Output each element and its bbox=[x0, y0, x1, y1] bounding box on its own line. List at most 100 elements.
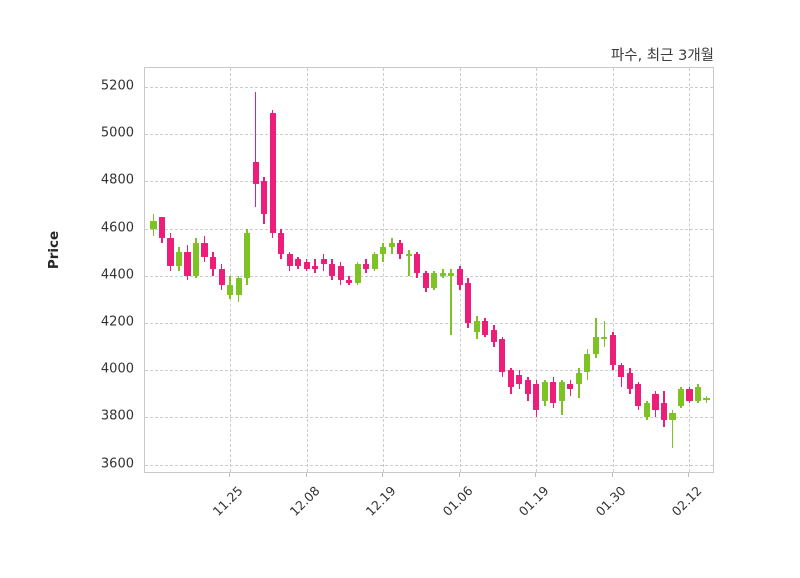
candle-body bbox=[499, 339, 506, 373]
candle-body bbox=[218, 268, 225, 286]
y-tick-label: 3600 bbox=[100, 456, 134, 472]
candle-body bbox=[201, 242, 208, 257]
chart-title: 파수, 최근 3개월 bbox=[610, 48, 714, 64]
candle-body bbox=[669, 412, 676, 420]
candle-body bbox=[601, 337, 608, 340]
y-axis-label: Price bbox=[46, 230, 62, 270]
candle-body bbox=[405, 254, 412, 256]
candle-body bbox=[686, 389, 693, 401]
candle-body bbox=[694, 386, 702, 401]
x-tick-mark bbox=[305, 473, 307, 477]
candle-body bbox=[312, 266, 319, 269]
y-tick-label: 3800 bbox=[100, 408, 134, 424]
candle-body bbox=[490, 330, 497, 342]
candle-body bbox=[550, 381, 557, 404]
candle-body bbox=[337, 266, 344, 281]
x-tick-mark bbox=[458, 473, 460, 477]
candle-wick bbox=[407, 249, 410, 276]
candle-body bbox=[227, 285, 234, 295]
candle-body bbox=[431, 273, 438, 288]
candle-body bbox=[524, 379, 531, 394]
candle-body bbox=[167, 237, 174, 267]
candle-body bbox=[150, 221, 157, 229]
candle-body bbox=[303, 261, 310, 269]
candle-body bbox=[584, 353, 591, 373]
gridline-vertical bbox=[383, 68, 385, 472]
candle-body bbox=[320, 259, 327, 264]
candle-body bbox=[660, 403, 668, 420]
y-tick-label: 4400 bbox=[100, 267, 134, 283]
gridline-vertical bbox=[612, 68, 614, 472]
candle-body bbox=[397, 242, 404, 255]
candle-body bbox=[609, 334, 616, 366]
candle-body bbox=[278, 233, 285, 255]
gridline-vertical bbox=[536, 68, 538, 472]
gridline-horizontal bbox=[145, 181, 713, 183]
candle-body bbox=[363, 263, 370, 269]
x-tick-mark bbox=[535, 473, 537, 477]
x-tick-mark bbox=[229, 473, 231, 477]
candle-body bbox=[575, 372, 582, 385]
candle-body bbox=[482, 320, 489, 335]
x-tick-mark bbox=[688, 473, 690, 477]
y-tick-label: 5200 bbox=[100, 78, 134, 94]
candle-wick bbox=[603, 320, 606, 347]
gridline-horizontal bbox=[145, 228, 713, 230]
candle-body bbox=[465, 282, 472, 323]
candle-wick bbox=[441, 268, 444, 279]
gridline-vertical bbox=[230, 68, 232, 472]
candle-body bbox=[354, 263, 361, 283]
gridline-horizontal bbox=[145, 464, 713, 466]
plot-area bbox=[144, 67, 714, 473]
gridline-horizontal bbox=[145, 275, 713, 277]
candle-body bbox=[652, 393, 659, 411]
candle-body bbox=[439, 273, 446, 276]
candle-body bbox=[286, 254, 293, 267]
candle-wick bbox=[254, 91, 257, 208]
candle-body bbox=[541, 381, 548, 401]
candle-body bbox=[209, 256, 217, 269]
candle-body bbox=[422, 273, 429, 288]
candle-wick bbox=[671, 410, 674, 449]
candle-body bbox=[558, 381, 565, 401]
candle-body bbox=[567, 384, 574, 390]
candle-body bbox=[516, 374, 523, 385]
candle-body bbox=[380, 247, 387, 255]
candle-body bbox=[473, 320, 480, 333]
y-tick-label: 4200 bbox=[100, 314, 134, 330]
candle-body bbox=[456, 268, 463, 286]
candle-body bbox=[448, 273, 455, 276]
y-tick-label: 4000 bbox=[100, 361, 134, 377]
candle-body bbox=[635, 384, 642, 406]
candle-body bbox=[533, 384, 540, 411]
x-tick-mark bbox=[611, 473, 613, 477]
y-tick-label: 4600 bbox=[100, 220, 134, 235]
candle-body bbox=[158, 216, 166, 238]
candle-body bbox=[618, 365, 625, 378]
candle-body bbox=[184, 252, 191, 276]
candle-body bbox=[507, 370, 514, 387]
candle-wick bbox=[450, 268, 453, 335]
candle-body bbox=[626, 372, 633, 390]
candle-body bbox=[235, 278, 242, 295]
candle-body bbox=[244, 233, 251, 279]
candle-body bbox=[175, 252, 183, 267]
gridline-horizontal bbox=[145, 417, 713, 419]
candle-body bbox=[703, 398, 710, 400]
gridline-horizontal bbox=[145, 86, 713, 88]
y-tick-label: 5000 bbox=[100, 125, 134, 141]
gridline-horizontal bbox=[145, 322, 713, 324]
candle-body bbox=[329, 263, 336, 276]
candle-body bbox=[371, 254, 378, 269]
candle-body bbox=[261, 181, 268, 215]
gridline-vertical bbox=[689, 68, 691, 472]
candle-body bbox=[592, 337, 599, 354]
candle-body bbox=[192, 242, 200, 276]
candle-body bbox=[346, 280, 353, 283]
y-tick-label: 4800 bbox=[100, 172, 134, 188]
gridline-horizontal bbox=[145, 134, 713, 136]
candle-body bbox=[295, 259, 302, 267]
x-tick-mark bbox=[382, 473, 384, 477]
candle-body bbox=[414, 254, 421, 274]
